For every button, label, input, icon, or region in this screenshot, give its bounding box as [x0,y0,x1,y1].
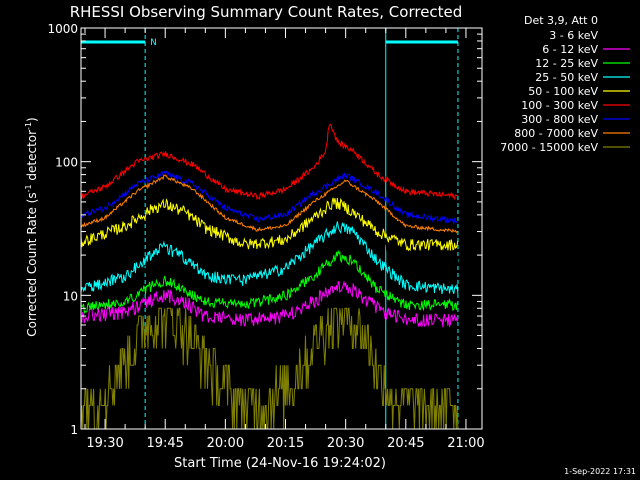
night-flag-label: N [150,38,157,48]
series-line-800-7000-kev [80,174,459,234]
legend-label-12-25-kev: 12 - 25 keV [535,57,598,70]
legend-label-3-6-kev: 3 - 6 keV [549,29,598,42]
series-line-300-800-kev [80,170,459,226]
legend-label-50-100-kev: 50 - 100 keV [528,85,598,98]
legend-label-100-300-kev: 100 - 300 keV [521,99,598,112]
series-line-3-6-kev [104,228,459,283]
legend-label-300-800-kev: 300 - 800 keV [521,113,598,126]
legend-label-6-12-kev: 6 - 12 keV [542,43,598,56]
x-tick-label: 20:45 [387,436,424,451]
ticks-layer: 1 10 100 1000 19:30 19:45 20:00 20:15 20:30 20:45… [47,22,484,451]
y-axis-label: Corrected Count Rate (s-1 detector-1) [24,117,39,336]
legend-label-7000-15000-kev: 7000 - 15000 keV [500,141,598,154]
x-tick-label: 20:00 [207,436,244,451]
legend-label-800-7000-kev: 800 - 7000 keV [514,127,598,140]
x-tick-label: 19:45 [146,436,183,451]
legend-header: Det 3,9, Att 0 [524,14,598,27]
flags-layer: N [81,28,459,429]
legend-label-25-50-kev: 25 - 50 keV [535,71,598,84]
series-line-7000-15000-kev [80,307,459,430]
x-tick-label: 20:15 [267,436,304,451]
x-tick-label: 21:00 [447,436,484,451]
x-tick-label: 19:30 [86,436,123,451]
footer-timestamp: 1-Sep-2022 17:31 [564,467,636,476]
x-axis-label: Start Time (24-Nov-16 19:24:02) [174,456,386,471]
x-tick-label: 20:30 [327,436,364,451]
plot-frame [80,27,483,430]
series-line-50-100-kev [80,197,459,252]
series-line-100-300-kev [80,123,459,201]
y-tick-label: 10 [63,289,78,303]
y-tick-label: 1 [70,423,78,437]
series-line-25-50-kev [80,221,459,295]
chart-title: RHESSI Observing Summary Count Rates, Co… [70,3,463,21]
y-tick-label: 100 [55,156,78,170]
series-line-6-12-kev [80,280,459,328]
plot-area: N 1 10 100 1000 19:30 19:45 20:00 20:15 20:30 20:… [47,22,484,451]
series-layer [80,123,459,430]
y-tick-label: 1000 [47,22,78,36]
series-line-12-25-kev [80,249,459,315]
